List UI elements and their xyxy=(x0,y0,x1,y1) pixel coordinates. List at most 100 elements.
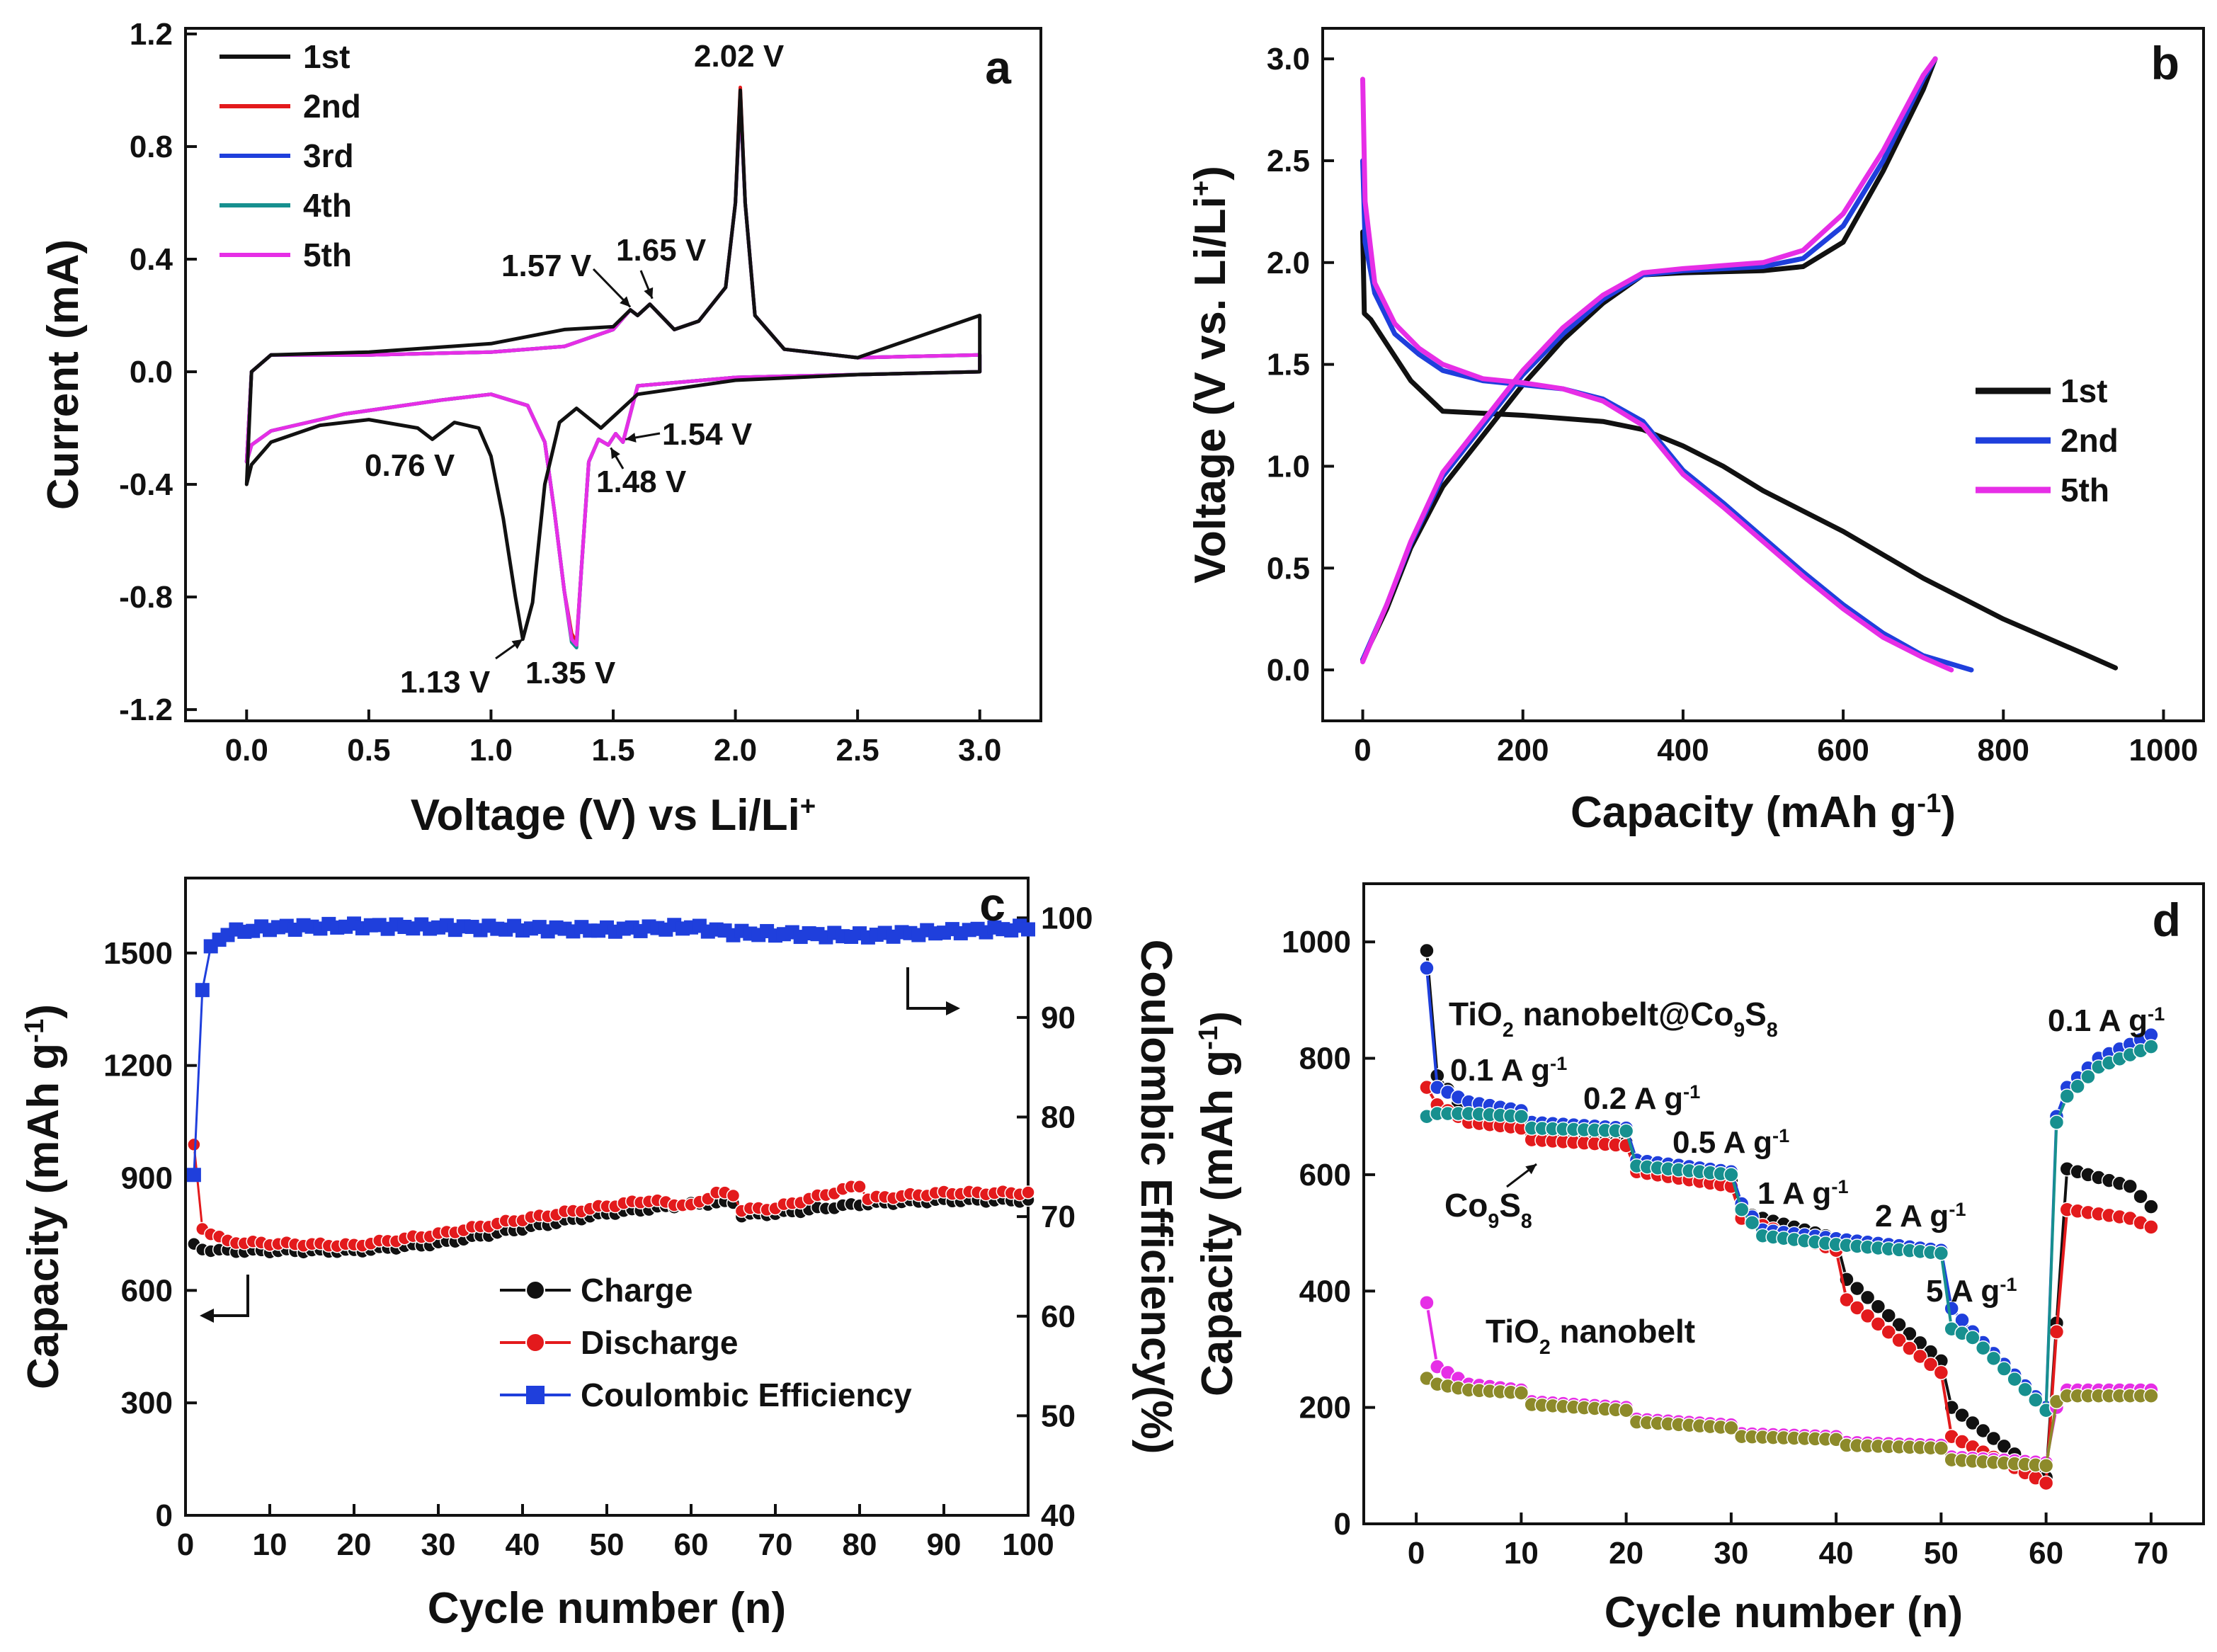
panel-c-xtick-label: 20 xyxy=(337,1527,372,1562)
panel-c-point-discharge xyxy=(187,1137,201,1152)
panel-a-xtick-label: 2.0 xyxy=(714,733,757,768)
panel-d-point xyxy=(1850,1280,1865,1297)
panel-c-left-axis-arrow-head xyxy=(200,1309,214,1323)
panel-d-point xyxy=(2038,1475,2054,1491)
panel-d-xtick-label: 10 xyxy=(1504,1536,1539,1571)
panel-a-ylabel: Current (mA) xyxy=(39,239,88,510)
panel-a-annot-0.76V: 0.76 V xyxy=(365,448,455,483)
panel-c-legend-label: Charge xyxy=(581,1272,693,1309)
panel-d-rate-label: 2 A g-1 xyxy=(1875,1198,1966,1234)
panel-a-annot-1.54V: 1.54 V xyxy=(662,417,753,452)
panel-d-point xyxy=(1933,1246,1949,1261)
panel-a-curve-5th xyxy=(244,96,982,647)
panel-c-point-ce xyxy=(1021,922,1035,937)
panel-b-ytick-label: 2.0 xyxy=(1267,246,1310,280)
panel-c-ytick-label: 600 xyxy=(121,1273,173,1308)
panel-d-point xyxy=(1996,1361,2012,1377)
panel-d-rate-performance: 0 10 20 30 40 50 60 70 0 200 400 600 800 1000 TiO2 nan… xyxy=(1193,882,2205,1637)
panel-d-point xyxy=(2059,1088,2075,1104)
panel-b-ytick-label: 0.5 xyxy=(1267,551,1310,586)
panel-d-point xyxy=(1954,1407,1970,1423)
panel-a-curve-2nd xyxy=(244,86,982,644)
panel-a-xtick-label: 1.5 xyxy=(591,733,634,768)
panel-a-annot-1.13V: 1.13 V xyxy=(400,665,491,700)
panel-b-plot-frame xyxy=(1321,27,2205,722)
panel-d-point xyxy=(1902,1340,1917,1356)
panel-d-point xyxy=(1618,1123,1634,1139)
panel-b-legend-label: 1st xyxy=(2061,372,2107,409)
panel-b-legend-label: 5th xyxy=(2061,472,2109,508)
panel-a-xtick-label: 2.5 xyxy=(836,733,879,768)
panel-a-legend-label: 3rd xyxy=(303,137,354,174)
panel-b-letter: b xyxy=(2151,37,2179,89)
panel-c-left-axis-arrow xyxy=(212,1275,249,1317)
panel-b-legend-label: 2nd xyxy=(2061,422,2119,459)
panel-a-curve-3rd xyxy=(244,93,982,647)
panel-c-legend-marker xyxy=(525,1333,545,1352)
panel-b-xtick-label: 1000 xyxy=(2129,733,2199,768)
panel-c-xtick-label: 90 xyxy=(927,1527,962,1562)
panel-d-xtick-label: 20 xyxy=(1609,1536,1643,1571)
panel-b-curve-5th-discharge xyxy=(1360,76,1954,673)
panel-a-ytick-label: 1.2 xyxy=(130,17,173,52)
panel-a-xtick-label: 1.0 xyxy=(469,733,513,768)
panel-d-ytick-label: 600 xyxy=(1299,1158,1351,1192)
panel-d-rate-label: 0.2 A g-1 xyxy=(1583,1081,1700,1117)
panel-d-point xyxy=(1985,1430,2002,1447)
panel-d-point xyxy=(2080,1069,2096,1085)
panel-d-point xyxy=(1870,1299,1886,1314)
panel-c-xtick-label: 0 xyxy=(177,1527,194,1562)
panel-d-rate-label: 0.1 A g-1 xyxy=(1450,1052,1567,1088)
panel-a-xtick-label: 0.5 xyxy=(347,733,390,768)
panel-d-point xyxy=(2122,1178,2138,1195)
panel-a-ytick-label: -0.4 xyxy=(119,467,173,502)
panel-c-line-Coulombic Efficiency xyxy=(193,922,1030,1176)
panel-d-point xyxy=(1419,942,1435,959)
panel-d-xtick-label: 50 xyxy=(1924,1536,1959,1571)
panel-d-point xyxy=(1513,1385,1529,1401)
panel-a-arrow-1.57V-head xyxy=(620,296,631,307)
panel-d-label-co9s8: Co9S8 xyxy=(1444,1187,1532,1233)
panel-d-point xyxy=(2143,1199,2159,1214)
panel-d-arrow-co9s8-head xyxy=(1525,1164,1537,1175)
panel-a-legend-label: 5th xyxy=(303,237,352,273)
panel-c-ylabel: Capacity (mAh g-1) xyxy=(19,1004,69,1389)
panel-b-ytick-label: 2.5 xyxy=(1267,144,1310,178)
panel-c-xtick-label: 40 xyxy=(506,1527,540,1562)
panel-a-ytick-label: 0.0 xyxy=(130,355,173,389)
panel-d-point xyxy=(2017,1382,2033,1398)
panel-c-y2tick-label: 90 xyxy=(1041,1001,1076,1035)
panel-d-letter: d xyxy=(2153,894,2181,946)
panel-a-arrow-1.54V-head xyxy=(625,433,637,443)
panel-a-annot-1.35V: 1.35 V xyxy=(525,656,616,690)
panel-c-xtick-label: 60 xyxy=(674,1527,709,1562)
panel-c-xtick-label: 30 xyxy=(421,1527,456,1562)
panel-a-legend-label: 1st xyxy=(303,38,350,75)
panel-d-point xyxy=(1839,1292,1854,1308)
panel-a-xtick-label: 0.0 xyxy=(225,733,268,768)
panel-a-ytick-label: -1.2 xyxy=(119,693,173,727)
panel-d-xtick-label: 40 xyxy=(1819,1536,1854,1571)
panel-d-point xyxy=(1419,1294,1435,1311)
panel-a-arrow-1.48V-head xyxy=(610,448,620,460)
panel-d-point xyxy=(1881,1308,1896,1323)
panel-c-point-discharge xyxy=(853,1180,867,1194)
panel-c-legend-marker xyxy=(526,1386,545,1404)
panel-d-line xyxy=(1425,1086,2153,1485)
panel-a-xtick-label: 3.0 xyxy=(958,733,1001,768)
panel-a-arrow-1.65V-head xyxy=(644,287,654,299)
panel-d-rate-label: 1 A g-1 xyxy=(1757,1175,1849,1212)
panel-c-point-ce xyxy=(195,983,210,998)
panel-a-legend-label: 4th xyxy=(303,187,352,224)
panel-c-ytick-label: 300 xyxy=(121,1386,173,1420)
panel-d-point xyxy=(1922,1357,1939,1372)
panel-d-rate-label: 0.5 A g-1 xyxy=(1672,1124,1789,1161)
panel-a-ytick-label: 0.8 xyxy=(130,130,173,164)
panel-a-legend-label: 2nd xyxy=(303,88,361,125)
panel-c-xlabel: Cycle number (n) xyxy=(428,1584,786,1633)
panel-d-xtick-label: 0 xyxy=(1408,1536,1425,1571)
panel-d-point xyxy=(2143,1388,2159,1403)
panel-a-ytick-label: -0.8 xyxy=(119,580,173,615)
panel-d-point xyxy=(1933,1365,1949,1381)
panel-a-arrow-1.13V-head xyxy=(511,639,523,649)
